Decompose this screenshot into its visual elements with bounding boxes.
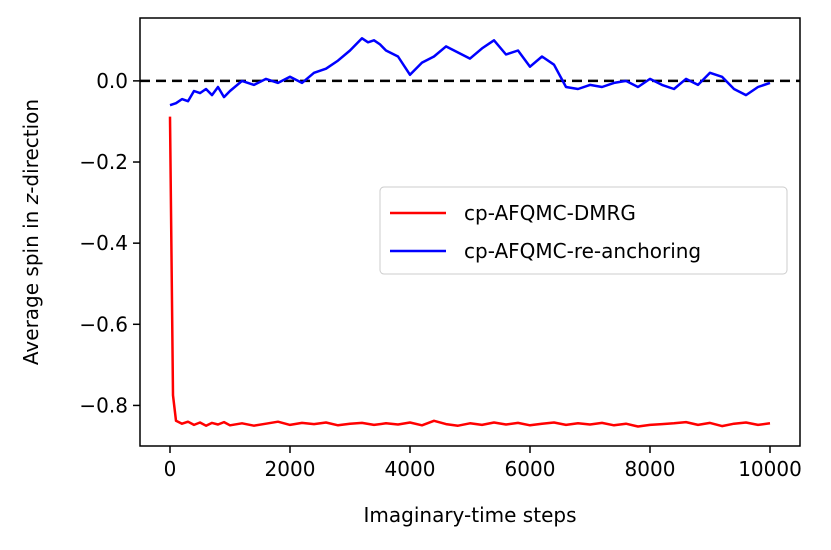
y-axis-label: Average spin in z-direction	[19, 99, 43, 365]
y-axis-ticks: 0.0 −0.2 −0.4 −0.6 −0.8	[79, 69, 140, 417]
legend-label-re-anchoring: cp-AFQMC-re-anchoring	[464, 239, 701, 263]
plot-area-frame	[139, 17, 801, 447]
series-line-1	[169, 37, 771, 107]
y-tick-label: −0.2	[79, 150, 128, 174]
x-tick-label: 6000	[505, 457, 556, 481]
x-tick-label: 0	[164, 457, 177, 481]
x-tick-label: 4000	[385, 457, 436, 481]
y-axis-label-italic: z	[19, 193, 43, 205]
legend-label-dmrg: cp-AFQMC-DMRG	[464, 201, 636, 225]
y-tick-label: 0.0	[96, 69, 128, 93]
x-tick-label: 8000	[625, 457, 676, 481]
y-tick-label: −0.6	[79, 312, 128, 336]
x-axis-ticks: 0 2000 4000 6000 8000 10000	[164, 446, 802, 481]
legend: cp-AFQMC-DMRG cp-AFQMC-re-anchoring	[379, 186, 788, 275]
x-tick-label: 10000	[738, 457, 802, 481]
x-tick-label: 2000	[265, 457, 316, 481]
y-tick-label: −0.8	[79, 393, 128, 417]
x-axis-label: Imaginary-time steps	[364, 503, 577, 527]
y-axis-label-prefix: Average spin in	[19, 204, 43, 365]
series-line-0	[168, 116, 771, 428]
series-layer	[168, 37, 771, 428]
legend-box	[379, 186, 788, 275]
y-tick-label: −0.4	[79, 231, 128, 255]
y-axis-label-suffix: -direction	[19, 99, 43, 194]
